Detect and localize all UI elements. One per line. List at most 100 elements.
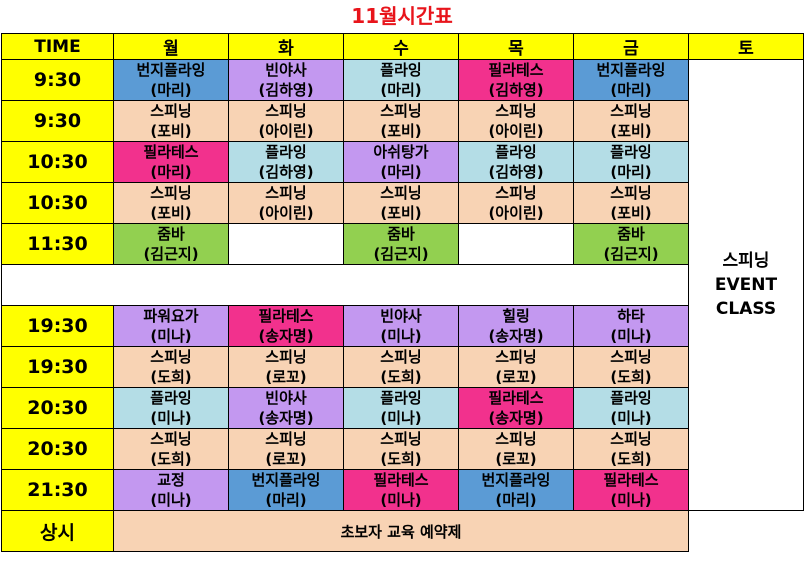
class-teacher: (송자명) (488, 409, 544, 427)
time-cell: 21:30 (1, 469, 114, 511)
class-teacher: (미나) (380, 491, 422, 509)
class-name: 줌바 (157, 225, 185, 243)
class-teacher: (미나) (150, 491, 192, 509)
class-cell: 필라테스 (송자명) (228, 305, 344, 347)
class-name: 스피닝 (150, 102, 192, 120)
class-name: 플라잉 (150, 389, 192, 407)
class-teacher: (아이린) (258, 204, 314, 222)
header-day: 목 (458, 33, 574, 60)
class-teacher: (김하영) (258, 81, 314, 99)
header-day: 월 (113, 33, 229, 60)
class-teacher: (포비) (610, 204, 652, 222)
class-cell: 필라테스 (마리) (113, 141, 229, 183)
class-teacher: (김근지) (143, 245, 199, 263)
class-teacher: (포비) (380, 204, 422, 222)
class-name: 스피닝 (380, 348, 422, 366)
class-name: 빈야사 (380, 307, 422, 325)
class-name: 스피닝 (495, 102, 537, 120)
class-teacher: (도희) (380, 368, 422, 386)
class-cell: 줌바 (김근지) (573, 223, 689, 265)
class-name: 줌바 (617, 225, 645, 243)
class-name: 교정 (157, 471, 185, 489)
class-name: 스피닝 (150, 430, 192, 448)
class-cell: 번지플라잉 (마리) (113, 59, 229, 101)
schedule-row: 19:30 파워요가 (미나) 필라테스 (송자명) 빈야사 (미나) 힐링 (송자명) 하타 (미… (1, 305, 804, 347)
class-name: 스피닝 (265, 184, 307, 202)
class-cell: 스피닝 (도희) (113, 346, 229, 388)
class-teacher: (로꼬) (265, 368, 307, 386)
class-cell (228, 223, 344, 265)
class-name: 스피닝 (495, 348, 537, 366)
gap-row (1, 264, 804, 306)
class-cell: 필라테스 (김하영) (458, 59, 574, 101)
header-row: TIME 월 화 수 목 금 토 (1, 33, 804, 60)
schedule-row: 20:30 스피닝 (도희) 스피닝 (로꼬) 스피닝 (도희) 스피닝 (로꼬) 스피닝 (도희) (1, 428, 804, 470)
timetable: TIME 월 화 수 목 금 토 9:30 번지플라잉 (마리) 빈야사 (김하영) 플라잉 (마리) 필라… (1, 33, 804, 552)
class-name: 스피닝 (265, 430, 307, 448)
class-teacher: (김하영) (258, 163, 314, 181)
class-teacher: (마리) (150, 81, 192, 99)
gap-cell (1, 264, 689, 306)
class-cell: 스피닝 (아이린) (458, 100, 574, 142)
class-cell: 스피닝 (로꼬) (228, 428, 344, 470)
class-cell: 하타 (미나) (573, 305, 689, 347)
class-cell: 스피닝 (포비) (113, 182, 229, 224)
class-teacher: (아이린) (258, 122, 314, 140)
schedule-row: 9:30 스피닝 (포비) 스피닝 (아이린) 스피닝 (포비) 스피닝 (아이린) 스피닝 (포비… (1, 100, 804, 142)
class-teacher: (로꼬) (495, 368, 537, 386)
class-cell: 스피닝 (포비) (113, 100, 229, 142)
class-teacher: (포비) (380, 122, 422, 140)
saturday-cell: 스피닝 EVENT CLASS (688, 59, 804, 511)
class-name: 파워요가 (143, 307, 199, 325)
class-name: 스피닝 (150, 348, 192, 366)
class-cell: 플라잉 (미나) (573, 387, 689, 429)
class-cell: 스피닝 (로꼬) (458, 346, 574, 388)
footer-label: 상시 (1, 510, 114, 552)
class-cell: 스피닝 (포비) (573, 100, 689, 142)
class-cell: 필라테스 (미나) (343, 469, 459, 511)
header-day: 화 (228, 33, 344, 60)
class-teacher: (김근지) (603, 245, 659, 263)
class-teacher: (로꼬) (495, 450, 537, 468)
time-cell: 11:30 (1, 223, 114, 265)
class-cell: 스피닝 (포비) (343, 182, 459, 224)
class-cell: 스피닝 (아이린) (228, 182, 344, 224)
class-teacher: (마리) (265, 491, 307, 509)
class-cell: 빈야사 (미나) (343, 305, 459, 347)
class-cell: 번지플라잉 (마리) (458, 469, 574, 511)
class-cell: 스피닝 (포비) (573, 182, 689, 224)
class-cell (458, 223, 574, 265)
time-cell: 9:30 (1, 100, 114, 142)
class-cell: 빈야사 (김하영) (228, 59, 344, 101)
class-teacher: (마리) (150, 163, 192, 181)
schedule-row: 10:30 필라테스 (마리) 플라잉 (김하영) 아쉬탕가 (마리) 플라잉 (김하영) 플라잉… (1, 141, 804, 183)
class-teacher: (도희) (610, 368, 652, 386)
class-teacher: (마리) (610, 81, 652, 99)
class-name: 스피닝 (265, 348, 307, 366)
class-cell: 빈야사 (송자명) (228, 387, 344, 429)
header-day: 금 (573, 33, 689, 60)
class-name: 스피닝 (380, 430, 422, 448)
class-name: 하타 (617, 307, 645, 325)
class-name: 스피닝 (610, 184, 652, 202)
class-name: 힐링 (502, 307, 530, 325)
class-cell: 스피닝 (로꼬) (228, 346, 344, 388)
class-name: 필라테스 (373, 471, 429, 489)
class-teacher: (김근지) (373, 245, 429, 263)
class-cell: 필라테스 (송자명) (458, 387, 574, 429)
class-cell: 힐링 (송자명) (458, 305, 574, 347)
class-cell: 스피닝 (도희) (113, 428, 229, 470)
class-name: 필라테스 (143, 143, 199, 161)
class-name: 스피닝 (495, 430, 537, 448)
class-teacher: (도희) (150, 450, 192, 468)
header-time: TIME (1, 33, 114, 60)
class-teacher: (송자명) (258, 409, 314, 427)
class-cell: 아쉬탕가 (마리) (343, 141, 459, 183)
class-teacher: (미나) (150, 327, 192, 345)
class-cell: 플라잉 (마리) (573, 141, 689, 183)
class-teacher: (마리) (495, 491, 537, 509)
class-teacher: (미나) (150, 409, 192, 427)
class-cell: 필라테스 (미나) (573, 469, 689, 511)
class-name: 플라잉 (610, 143, 652, 161)
class-teacher: (포비) (150, 122, 192, 140)
